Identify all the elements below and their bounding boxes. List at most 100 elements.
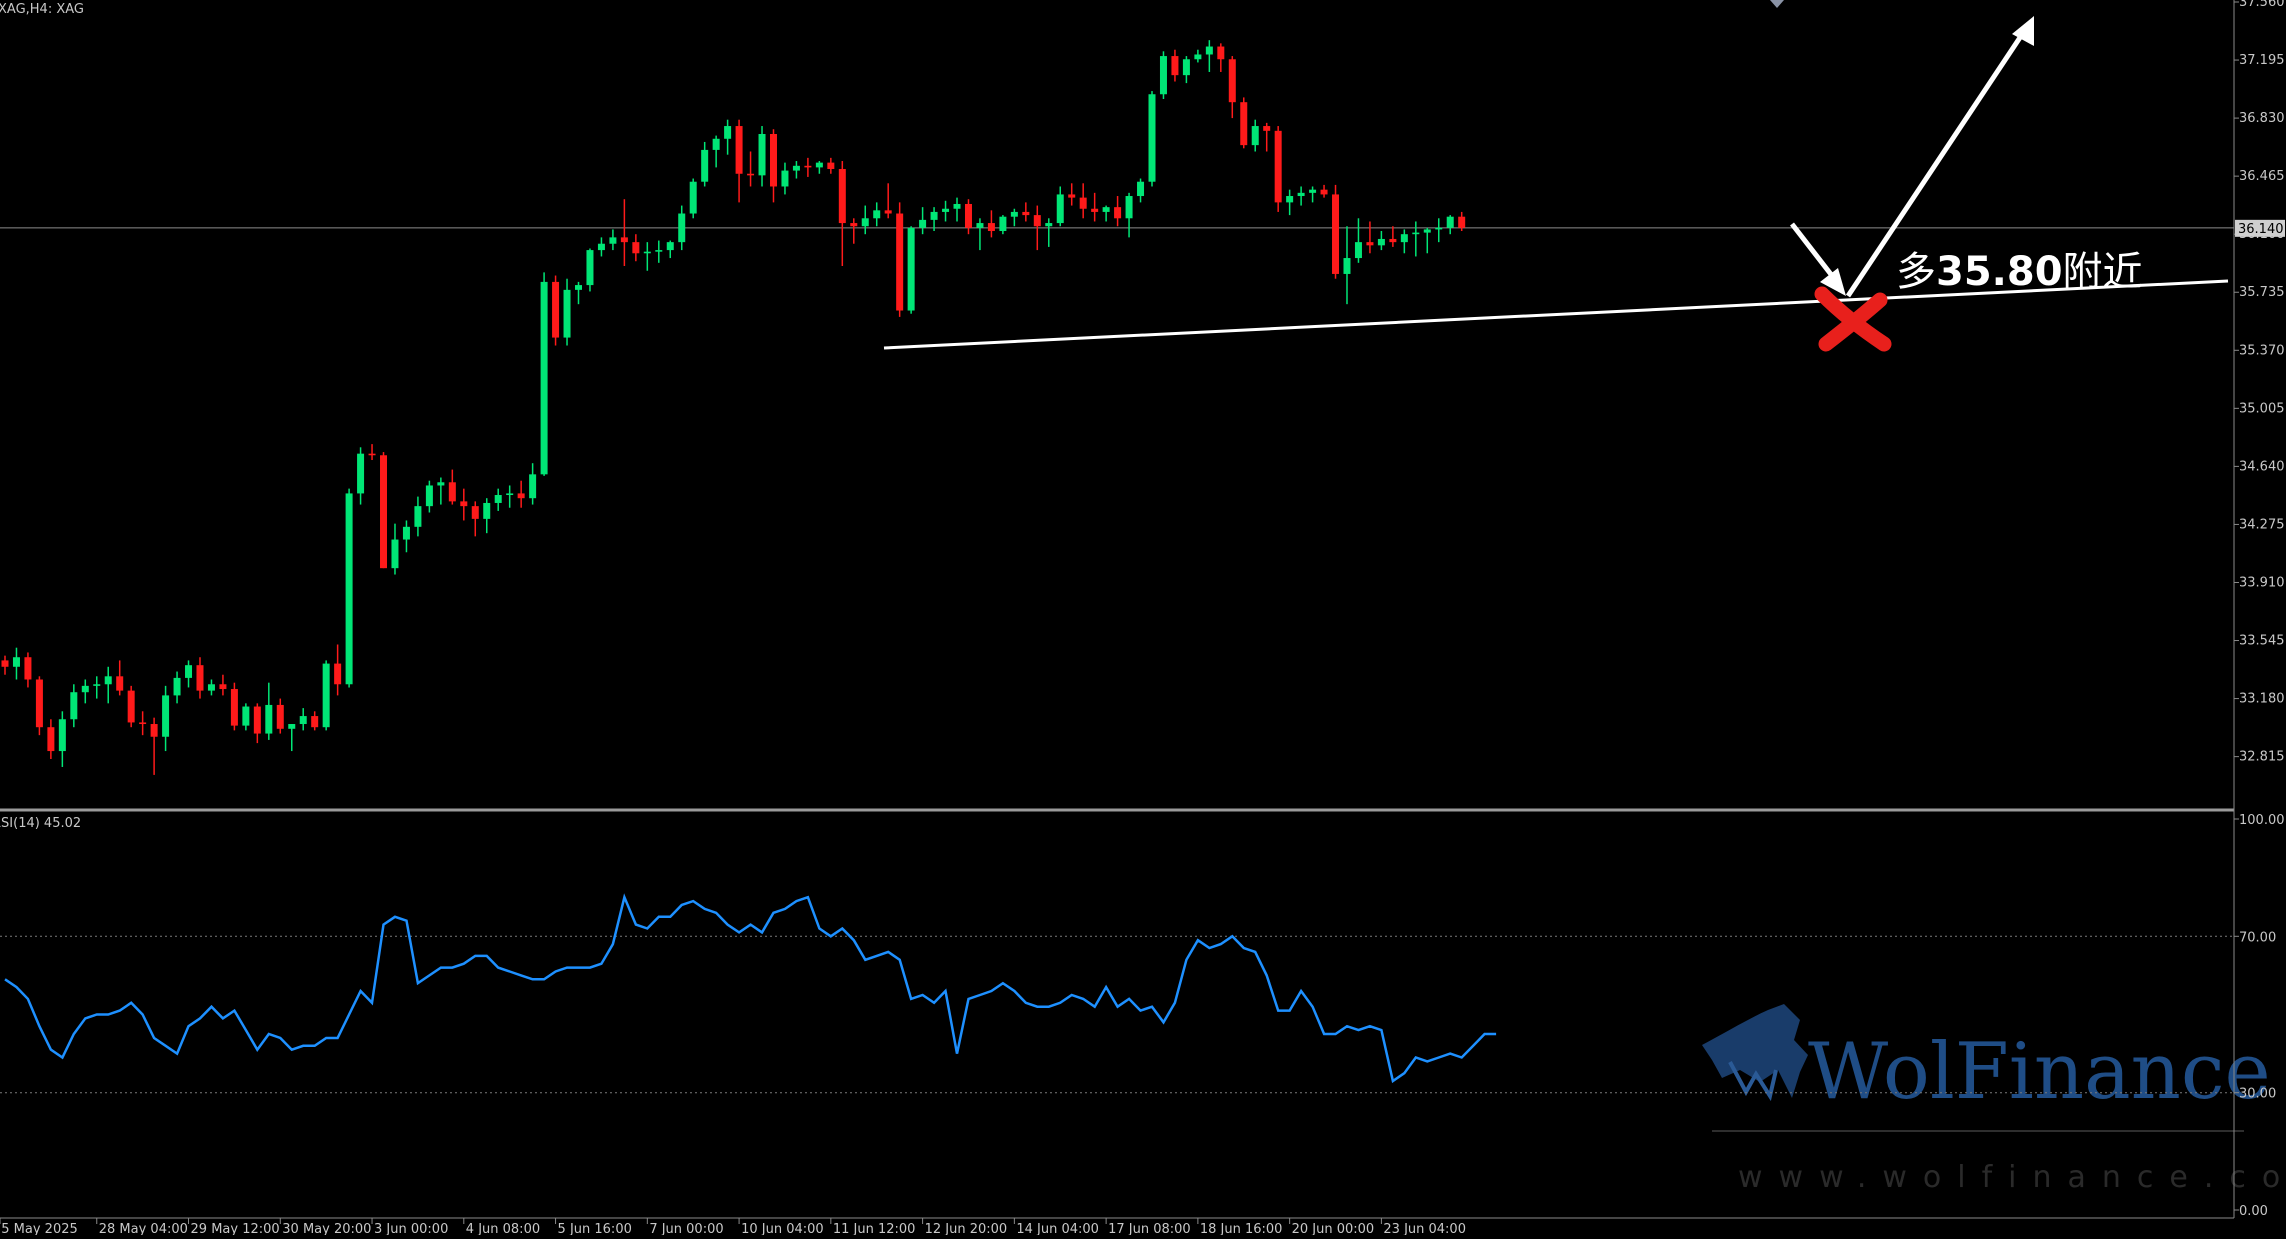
candle: [104, 666, 112, 704]
time-tick-label: 29 May 12:00: [191, 1222, 280, 1235]
time-tick-label: 30 May 20:00: [282, 1222, 371, 1235]
candle: [1446, 215, 1454, 235]
rsi-tick-label: 30.00: [2239, 1087, 2276, 1102]
candle-body: [1068, 194, 1076, 198]
candle-body: [494, 495, 502, 503]
rsi-axis[interactable]: 100.00 70.00 30.00 0.00: [2234, 813, 2285, 1219]
candle-body: [1400, 234, 1408, 243]
drawings[interactable]: 多35.80附近: [883, 0, 2229, 352]
candle: [735, 119, 743, 203]
chart-title: XAG,H4: XAG: [0, 2, 84, 17]
candle: [150, 717, 158, 775]
candle-body: [414, 506, 422, 527]
cross-mark-icon: [1814, 286, 1892, 352]
candle: [47, 719, 55, 760]
candle-body: [552, 281, 560, 338]
candle: [861, 205, 869, 235]
candle-body: [1332, 194, 1340, 274]
candle-body: [1010, 211, 1018, 217]
candle: [781, 162, 789, 195]
time-tick-label: 25 May 2025: [0, 1222, 78, 1235]
candle: [919, 207, 927, 235]
candle-body: [942, 208, 950, 212]
candle: [999, 215, 1007, 235]
candle: [552, 275, 560, 346]
candle: [907, 226, 915, 314]
candle: [116, 660, 124, 696]
candle: [1389, 226, 1397, 247]
annotation-price: 35.80: [1936, 249, 2063, 295]
candle-body: [815, 162, 823, 168]
candle-body: [311, 716, 319, 728]
annotation-cjk-post: 附近: [2063, 249, 2143, 295]
candle-body: [540, 281, 548, 475]
watermark-brand: WolFinance: [1808, 1027, 2271, 1117]
candle-body: [597, 243, 605, 251]
candle-body: [930, 211, 938, 220]
candle: [1079, 183, 1087, 219]
up-arrow-icon[interactable]: [1845, 16, 2034, 298]
candle-body: [1217, 46, 1225, 60]
time-tick-label: 12 Jun 20:00: [925, 1222, 1008, 1235]
candle-body: [1423, 229, 1431, 233]
candle-body: [1320, 189, 1328, 195]
price-axis[interactable]: 37.56037.19536.83036.46536.10035.73535.3…: [2234, 0, 2285, 765]
candle-body: [127, 690, 135, 723]
candle: [873, 202, 881, 227]
candle: [299, 708, 307, 731]
candle: [953, 197, 961, 222]
object-marker-icon[interactable]: [1770, 0, 1784, 8]
down-arrow-icon[interactable]: [1790, 222, 1846, 296]
candle-body: [242, 706, 250, 726]
support-trendline[interactable]: [883, 279, 2229, 350]
candle: [1056, 186, 1064, 227]
candle: [322, 660, 330, 731]
wolf-logo-icon: [1702, 1004, 1808, 1102]
candle: [12, 647, 20, 680]
candle-body: [506, 493, 514, 496]
candle: [1, 655, 9, 675]
candle-body: [517, 493, 525, 499]
candle-body: [620, 237, 628, 243]
candle-body: [953, 203, 961, 209]
candle-body: [575, 285, 582, 290]
candle: [1435, 218, 1443, 243]
candle-body: [1182, 59, 1190, 76]
candle-body: [47, 727, 55, 752]
candle: [185, 660, 193, 688]
candle-body: [919, 219, 927, 228]
candle: [1091, 192, 1099, 222]
candle: [1182, 56, 1190, 84]
candle-body: [322, 663, 330, 728]
time-tick-label: 10 Jun 04:00: [741, 1222, 824, 1235]
candle: [207, 679, 215, 696]
price-tick-label: 35.370: [2239, 343, 2285, 358]
candle-body: [276, 704, 284, 729]
candle: [632, 234, 640, 262]
candle: [81, 679, 89, 704]
candle-body: [219, 684, 227, 690]
candle: [24, 652, 32, 688]
price-tick-label: 32.815: [2239, 750, 2285, 765]
candle: [620, 199, 628, 266]
candle-body: [1286, 196, 1294, 203]
candle-body: [1446, 216, 1454, 228]
candle: [1137, 178, 1145, 203]
candle-body: [173, 677, 181, 696]
candle-body: [655, 250, 663, 252]
candle-body: [1274, 130, 1282, 203]
candle-body: [838, 168, 846, 224]
candle-body: [632, 242, 640, 254]
candle: [414, 496, 422, 537]
time-tick-label: 23 Jun 04:00: [1383, 1222, 1466, 1235]
candle-body: [563, 289, 571, 338]
watermark: WolFinance www.wolfinance.com: [1702, 1004, 2286, 1195]
time-axis[interactable]: 25 May 2025 28 May 04:00 29 May 12:00 30 Ma…: [0, 1218, 1466, 1237]
rsi-line: [4, 893, 1497, 1084]
candle: [712, 135, 720, 168]
candle-body: [162, 695, 170, 737]
candle-body: [104, 676, 112, 685]
price-tick-label: 36.465: [2239, 169, 2285, 184]
price-tick-label: 36.830: [2239, 111, 2285, 126]
candle: [586, 248, 594, 292]
